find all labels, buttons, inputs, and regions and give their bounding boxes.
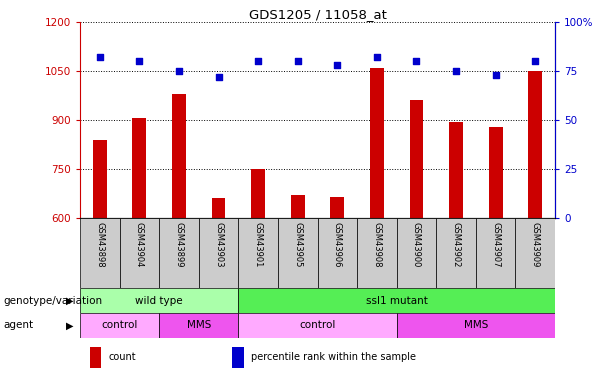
Bar [159,313,238,338]
Text: MMS: MMS [186,321,211,330]
Text: wild type: wild type [135,296,183,306]
Text: GSM43900: GSM43900 [412,222,421,267]
Text: GSM43899: GSM43899 [175,222,183,267]
Bar [232,347,244,368]
Point [332,62,342,68]
Bar [251,169,265,218]
Point [491,72,501,78]
Bar [172,94,186,218]
Point [214,74,224,80]
Bar [120,218,159,288]
Point [451,68,461,74]
Bar [80,313,159,338]
Bar [159,218,199,288]
Text: agent: agent [3,321,33,330]
Bar [199,218,238,288]
Bar [80,218,120,288]
Text: MMS: MMS [463,321,488,330]
Bar [449,122,463,218]
Point [134,58,144,64]
Text: ssl1 mutant: ssl1 mutant [366,296,428,306]
Bar [291,195,305,218]
Bar [211,198,226,218]
Text: GSM43908: GSM43908 [372,222,381,267]
Text: ▶: ▶ [66,296,74,306]
Bar [397,313,555,338]
Bar [489,126,503,218]
Bar [397,218,436,288]
Bar [357,218,397,288]
Bar [93,140,107,218]
Bar [528,71,542,218]
Text: GSM43902: GSM43902 [452,222,460,267]
Bar [238,313,397,338]
Bar [409,100,424,218]
Point [372,54,382,60]
Text: percentile rank within the sample: percentile rank within the sample [251,351,416,361]
Bar [516,218,555,288]
Text: GSM43905: GSM43905 [293,222,302,267]
Bar [89,347,101,368]
Bar [476,218,516,288]
Bar [238,288,555,313]
Text: GSM43903: GSM43903 [214,222,223,267]
Bar [370,68,384,218]
Bar [278,218,318,288]
Text: GSM43898: GSM43898 [95,222,104,267]
Bar [318,218,357,288]
Bar [80,288,238,313]
Bar [132,118,147,218]
Point [293,58,303,64]
Bar [330,197,345,218]
Point [530,58,540,64]
Point [95,54,105,60]
Text: GSM43909: GSM43909 [531,222,539,267]
Text: control: control [299,321,336,330]
Text: control: control [101,321,138,330]
Text: GSM43907: GSM43907 [491,222,500,267]
Bar [436,218,476,288]
Point [174,68,184,74]
Text: GSM43901: GSM43901 [254,222,262,267]
Text: genotype/variation: genotype/variation [3,296,102,306]
Text: ▶: ▶ [66,321,74,330]
Bar [238,218,278,288]
Title: GDS1205 / 11058_at: GDS1205 / 11058_at [248,8,386,21]
Text: count: count [109,351,136,361]
Text: GSM43906: GSM43906 [333,222,342,267]
Text: GSM43904: GSM43904 [135,222,144,267]
Point [253,58,263,64]
Point [411,58,421,64]
